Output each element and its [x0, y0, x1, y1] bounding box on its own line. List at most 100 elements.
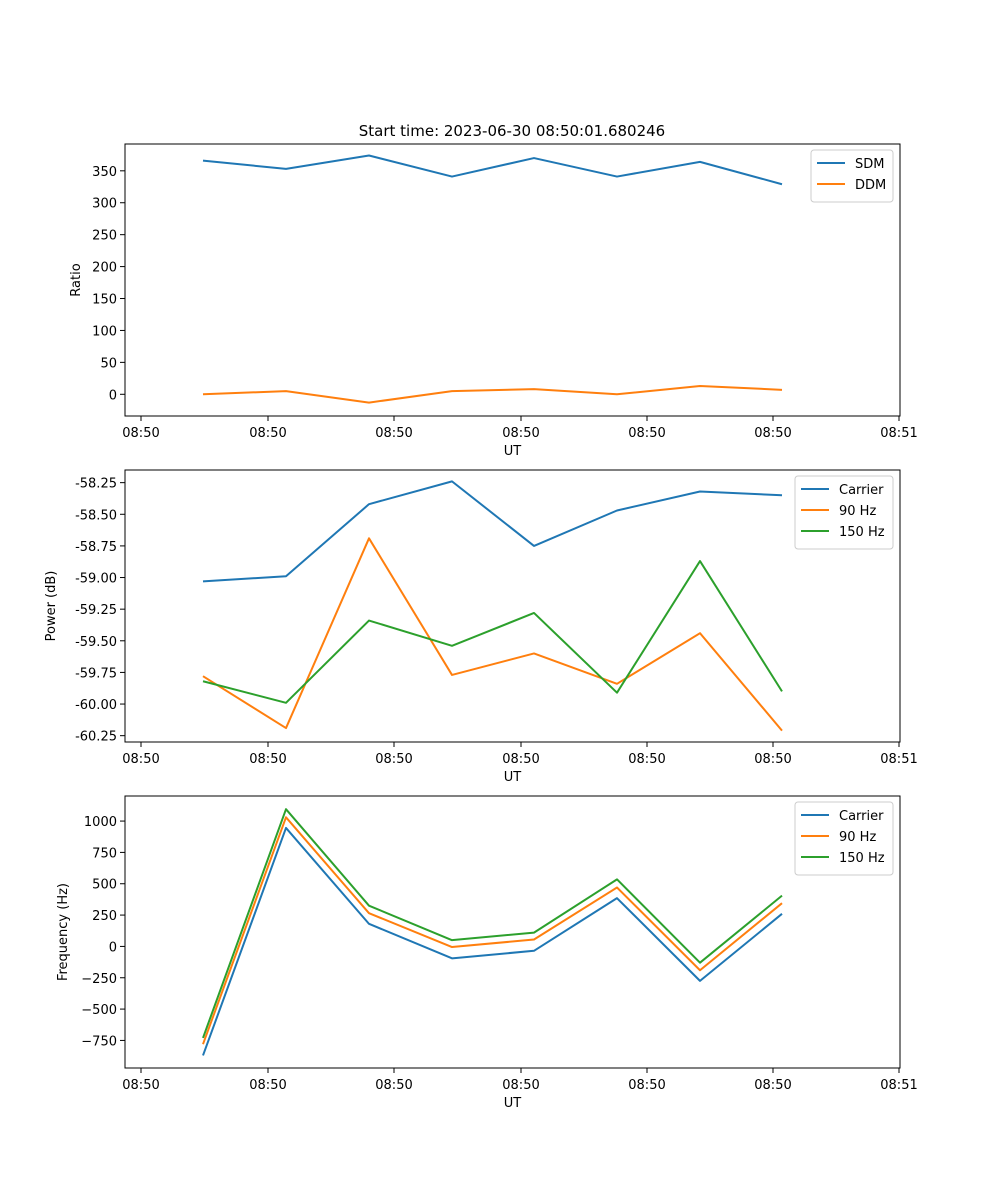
data-point	[781, 902, 783, 904]
series-line-sdm	[202, 154, 783, 186]
plot-frame	[124, 469, 901, 743]
x-tick-label: 08:50	[249, 1078, 286, 1093]
data-point	[616, 509, 618, 511]
data-point	[781, 183, 783, 185]
x-tick-label: 08:51	[880, 752, 917, 767]
figure-title: Start time: 2023-06-30 08:50:01.680246	[359, 122, 665, 140]
data-point	[781, 895, 783, 897]
data-point	[202, 680, 204, 682]
legend-label: Carrier	[839, 809, 884, 824]
data-point	[285, 575, 287, 577]
data-point	[451, 645, 453, 647]
legend-label: 150 Hz	[839, 851, 885, 866]
y-tick-label: 150	[92, 293, 117, 308]
x-tick-label: 08:50	[628, 752, 665, 767]
data-point	[699, 962, 701, 964]
y-tick-label: -59.75	[75, 666, 117, 681]
y-tick-label: 100	[92, 324, 117, 339]
y-tick-label: 250	[92, 229, 117, 244]
x-tick-label: 08:50	[754, 426, 791, 441]
data-point	[285, 808, 287, 810]
data-point	[368, 620, 370, 622]
y-axis-label: Ratio	[69, 263, 84, 296]
data-point	[699, 980, 701, 982]
y-axis-label: Power (dB)	[44, 571, 59, 642]
series-line-carrier	[202, 826, 783, 1056]
legend-label: 150 Hz	[839, 525, 885, 540]
data-point	[533, 652, 535, 654]
x-tick-label: 08:50	[122, 1078, 159, 1093]
data-point	[781, 730, 783, 732]
data-point	[368, 905, 370, 907]
x-tick-label: 08:50	[375, 752, 412, 767]
data-point	[533, 157, 535, 159]
x-tick-label: 08:50	[502, 1078, 539, 1093]
data-point	[368, 912, 370, 914]
data-point	[699, 161, 701, 163]
data-point	[533, 932, 535, 934]
y-tick-label: -60.00	[75, 698, 117, 713]
series-line-150-hz	[202, 808, 783, 1039]
data-point	[202, 1037, 204, 1039]
x-tick-label: 08:50	[249, 752, 286, 767]
series-line-carrier	[202, 480, 783, 583]
x-tick-label: 08:50	[754, 752, 791, 767]
plot-frame	[124, 143, 901, 417]
data-point	[285, 827, 287, 829]
x-tick-label: 08:50	[122, 426, 159, 441]
data-point	[781, 389, 783, 391]
data-point	[451, 390, 453, 392]
x-tick-label: 08:50	[502, 426, 539, 441]
data-point	[616, 887, 618, 889]
data-point	[285, 727, 287, 729]
data-point	[368, 154, 370, 156]
y-tick-label: −750	[81, 1034, 117, 1049]
x-tick-label: 08:50	[122, 752, 159, 767]
data-point	[285, 816, 287, 818]
x-axis-label: UT	[504, 1096, 522, 1111]
y-tick-label: 300	[92, 197, 117, 212]
data-point	[368, 503, 370, 505]
legend-label: Carrier	[839, 483, 884, 498]
data-point	[285, 390, 287, 392]
y-tick-label: -58.50	[75, 508, 117, 523]
data-point	[202, 1054, 204, 1056]
data-point	[451, 674, 453, 676]
data-point	[616, 393, 618, 395]
data-point	[368, 402, 370, 404]
legend: Carrier 90 Hz 150 Hz	[794, 475, 894, 550]
y-tick-label: 250	[92, 909, 117, 924]
data-point	[202, 393, 204, 395]
data-point	[202, 675, 204, 677]
y-tick-label: -59.25	[75, 603, 117, 618]
data-point	[202, 160, 204, 162]
x-tick-label: 08:50	[375, 1078, 412, 1093]
plot-frame	[124, 795, 901, 1069]
series-line-90-hz	[202, 537, 783, 732]
data-point	[616, 878, 618, 880]
legend-label: SDM	[855, 157, 884, 172]
data-point	[285, 702, 287, 704]
data-point	[616, 692, 618, 694]
subplot-2: -60.25 -60.00 -59.75 -59.50 -59.25 -59.00 -58.…	[44, 469, 918, 785]
data-point	[699, 560, 701, 562]
data-point	[533, 545, 535, 547]
data-point	[533, 950, 535, 952]
y-tick-label: 350	[92, 165, 117, 180]
y-tick-label: 200	[92, 261, 117, 276]
legend-label: 90 Hz	[839, 830, 876, 845]
series-line-150-hz	[202, 560, 783, 704]
data-point	[699, 385, 701, 387]
data-point	[616, 897, 618, 899]
data-point	[451, 957, 453, 959]
x-tick-label: 08:51	[880, 1078, 917, 1093]
data-point	[285, 168, 287, 170]
subplot-1: 0 50 100 150 200 250 300 350 08:50 08:50 08:50 08:5…	[69, 143, 918, 459]
y-tick-label: 0	[109, 940, 117, 955]
data-point	[616, 176, 618, 178]
x-axis-label: UT	[504, 770, 522, 785]
y-tick-label: 500	[92, 878, 117, 893]
series-line-90-hz	[202, 816, 783, 1045]
x-tick-label: 08:50	[628, 426, 665, 441]
